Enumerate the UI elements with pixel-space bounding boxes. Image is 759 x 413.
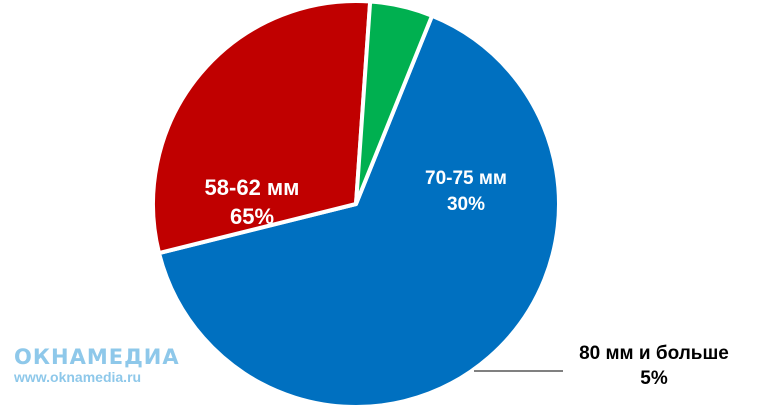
slice-value-label-3: 5% <box>640 368 668 389</box>
slice-value-label-2: 30% <box>447 194 485 215</box>
slice-category-label-3: 80 мм и больше <box>579 343 729 364</box>
slice-labels: 58-62 мм 65% 70-75 мм 30% 80 мм и больше 5% <box>205 168 729 389</box>
slice-category-label-1: 58-62 мм <box>205 175 300 200</box>
pie-slices <box>151 0 561 409</box>
watermark-url: www.oknamedia.ru <box>14 369 142 385</box>
watermark-logo: ОКНАМЕДИА <box>14 345 180 369</box>
slice-category-label-2: 70-75 мм <box>425 168 507 189</box>
pie-slice-1 <box>157 13 561 409</box>
slice-value-label-1: 65% <box>230 204 274 229</box>
watermark: ОКНАМЕДИА www.oknamedia.ru <box>14 346 180 386</box>
pie-slice-3 <box>354 0 435 206</box>
pie-slice-2 <box>151 0 373 256</box>
